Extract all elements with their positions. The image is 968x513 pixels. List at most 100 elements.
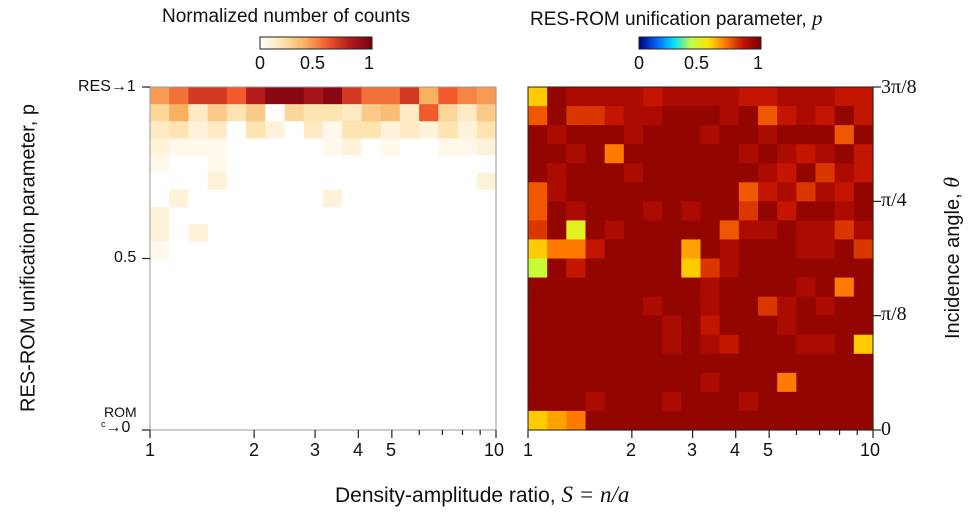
left-heatmap-cell xyxy=(419,189,439,208)
right-plot-frame xyxy=(527,86,874,431)
right-heatmap-cell xyxy=(815,220,836,241)
right-xtick-1: 1 xyxy=(523,440,534,460)
right-heatmap-cell xyxy=(853,106,874,126)
right-heatmap-cell xyxy=(623,391,644,412)
left-heatmap-cell xyxy=(188,121,209,140)
left-heatmap-cell xyxy=(303,207,324,225)
left-heatmap-cell xyxy=(284,138,305,157)
left-heatmap-cell xyxy=(457,87,478,105)
right-heatmap-cell xyxy=(834,144,855,164)
left-heatmap-cell xyxy=(207,241,228,260)
left-heatmap-cell xyxy=(476,224,497,242)
right-heatmap-cell xyxy=(604,277,625,298)
right-heatmap-cell xyxy=(719,258,740,279)
left-heatmap-cell xyxy=(419,241,439,260)
right-heatmap-cell xyxy=(528,125,548,145)
right-heatmap-cell xyxy=(700,125,721,145)
right-heatmap-cell xyxy=(566,144,587,164)
right-heatmap-cell xyxy=(662,258,682,279)
right-heatmap-cell xyxy=(853,125,874,145)
right-heatmap-cell xyxy=(662,296,682,317)
left-heatmap-cell xyxy=(457,241,478,260)
left-heatmap-cell xyxy=(380,224,401,242)
left-heatmap-cell xyxy=(342,172,363,191)
left-heatmap-cell xyxy=(323,87,343,105)
left-heatmap-cell xyxy=(284,224,305,242)
right-heatmap-cell xyxy=(585,296,606,317)
left-heatmap-cell xyxy=(323,121,343,140)
shared-xlabel: Density-amplitude ratio, S = n/a xyxy=(335,482,630,507)
right-heatmap-cell xyxy=(585,353,606,374)
right-heatmap-cell xyxy=(643,125,663,145)
left-heatmap-cell xyxy=(342,138,363,157)
right-heatmap-cell xyxy=(777,258,797,279)
left-heatmap-cell xyxy=(438,87,459,105)
right-heatmap-cell xyxy=(834,258,855,279)
right-heatmap-cell xyxy=(566,106,587,126)
left-heatmap-cell xyxy=(169,172,190,191)
left-heatmap-cell xyxy=(150,241,170,260)
right-heatmap-cell xyxy=(796,220,817,241)
right-heatmap-cell xyxy=(758,182,778,202)
left-heatmap-cell xyxy=(246,87,266,105)
left-heatmap-cell xyxy=(188,138,209,157)
left-heatmap-cell xyxy=(476,155,497,174)
right-heatmap-cell xyxy=(700,353,721,374)
left-heatmap-cell xyxy=(438,189,459,208)
right-heatmap-cell xyxy=(853,334,874,355)
left-colorbar-tick-0.5: 0.5 xyxy=(300,53,326,73)
right-heatmap-cell xyxy=(604,144,625,164)
right-heatmap-cell xyxy=(547,163,567,183)
right-heatmap-cell xyxy=(643,220,663,241)
right-heatmap-cell xyxy=(547,353,567,374)
right-heatmap-cell xyxy=(566,391,587,412)
right-heatmap-cell xyxy=(623,239,644,260)
right-heatmap-cell xyxy=(662,106,682,126)
right-xtick-2: 2 xyxy=(626,440,637,460)
left-heatmap-cell xyxy=(169,224,190,242)
left-heatmap-cell xyxy=(476,189,497,208)
right-heatmap-cell xyxy=(566,220,587,241)
left-heatmap-cell xyxy=(399,121,420,140)
right-heatmap-cell xyxy=(566,372,587,393)
left-heatmap-cell xyxy=(399,87,420,105)
right-heatmap-cell xyxy=(815,296,836,317)
left-heatmap-cell xyxy=(399,224,420,242)
right-heatmap-cell xyxy=(796,239,817,260)
left-heatmap-cell xyxy=(150,207,170,225)
right-heatmap-cell xyxy=(796,353,817,374)
right-heatmap-cell xyxy=(853,182,874,202)
left-heatmap-cell xyxy=(323,155,343,174)
right-heatmap-cell xyxy=(853,391,874,412)
left-heatmap-cell xyxy=(323,104,343,122)
right-heatmap-cell xyxy=(719,182,740,202)
left-heatmap-cell xyxy=(246,172,266,191)
left-heatmap-cell xyxy=(303,155,324,174)
left-heatmap-cell xyxy=(342,241,363,260)
right-xtick-4: 4 xyxy=(730,440,741,460)
right-heatmap-cell xyxy=(643,239,663,260)
left-heatmap-cell xyxy=(150,224,170,242)
right-heatmap-cell xyxy=(853,220,874,241)
right-heatmap-cell xyxy=(758,239,778,260)
left-heatmap-cell xyxy=(476,87,497,105)
left-heatmap-cell xyxy=(169,121,190,140)
right-heatmap-cell xyxy=(834,87,855,107)
right-heatmap-cell xyxy=(566,296,587,317)
right-heatmap-cell xyxy=(566,315,587,336)
left-heatmap-cell xyxy=(380,87,401,105)
right-heatmap-cell xyxy=(604,239,625,260)
left-heatmap-cell xyxy=(438,155,459,174)
left-heatmap-cell xyxy=(265,189,286,208)
left-heatmap-cell xyxy=(265,155,286,174)
left-heatmap-cell xyxy=(323,207,343,225)
left-heatmap-cell xyxy=(207,155,228,174)
left-xtick-1: 1 xyxy=(145,440,156,460)
right-heatmap-cell xyxy=(662,144,682,164)
left-ytick-0.5: 0.5 xyxy=(114,249,137,266)
left-heatmap-cell xyxy=(226,224,247,242)
left-heatmap-cell xyxy=(303,138,324,157)
right-heatmap-cell xyxy=(662,182,682,202)
left-heatmap-cell xyxy=(361,224,382,242)
right-heatmap-cell xyxy=(796,144,817,164)
